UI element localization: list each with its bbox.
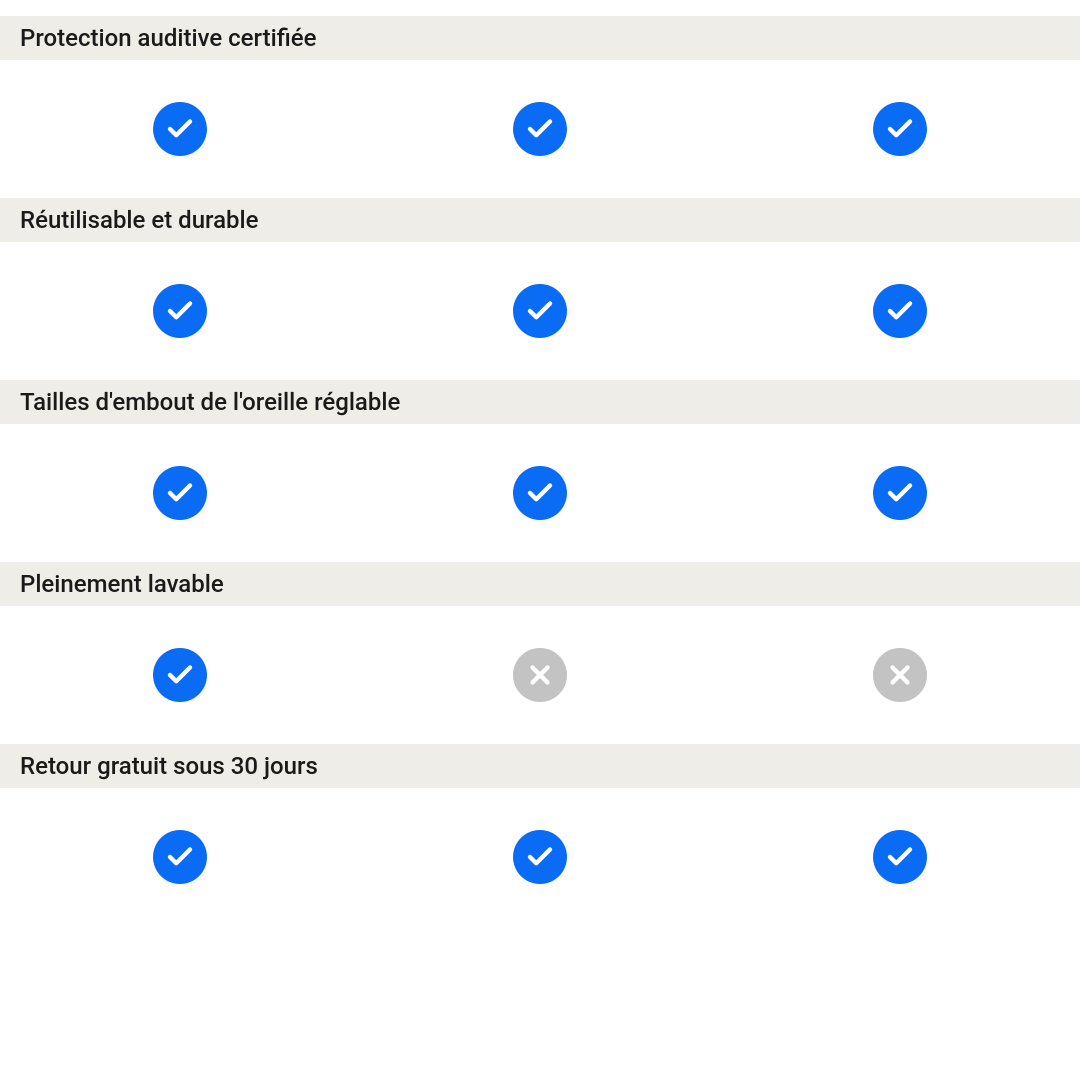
icon-cell [360,648,720,702]
icon-cell [0,102,360,156]
icon-cell [360,102,720,156]
check-icon [873,830,927,884]
check-icon [153,102,207,156]
table-row: Retour gratuit sous 30 jours [0,744,1080,926]
icon-cell [720,284,1080,338]
icon-cell [720,648,1080,702]
comparison-table: Protection auditive certifiée Réutilisab… [0,0,1080,926]
check-icon [153,284,207,338]
icon-row [0,788,1080,926]
check-icon [153,466,207,520]
table-row: Pleinement lavable [0,562,1080,744]
icon-row [0,242,1080,380]
check-icon [873,284,927,338]
icon-row [0,424,1080,562]
check-icon [513,466,567,520]
icon-row [0,606,1080,744]
icon-cell [0,466,360,520]
table-row: Réutilisable et durable [0,198,1080,380]
icon-cell [360,284,720,338]
check-icon [873,102,927,156]
check-icon [513,102,567,156]
table-row: Tailles d'embout de l'oreille réglable [0,380,1080,562]
feature-label: Tailles d'embout de l'oreille réglable [0,380,1080,424]
icon-cell [360,466,720,520]
icon-cell [720,830,1080,884]
table-row: Protection auditive certifiée [0,16,1080,198]
icon-cell [360,830,720,884]
icon-cell [720,466,1080,520]
icon-cell [0,284,360,338]
cross-icon [873,648,927,702]
feature-label: Pleinement lavable [0,562,1080,606]
icon-cell [0,830,360,884]
icon-cell [720,102,1080,156]
check-icon [873,466,927,520]
check-icon [153,648,207,702]
feature-label: Réutilisable et durable [0,198,1080,242]
check-icon [513,830,567,884]
cross-icon [513,648,567,702]
check-icon [513,284,567,338]
feature-label: Protection auditive certifiée [0,16,1080,60]
feature-label: Retour gratuit sous 30 jours [0,744,1080,788]
check-icon [153,830,207,884]
icon-row [0,60,1080,198]
icon-cell [0,648,360,702]
